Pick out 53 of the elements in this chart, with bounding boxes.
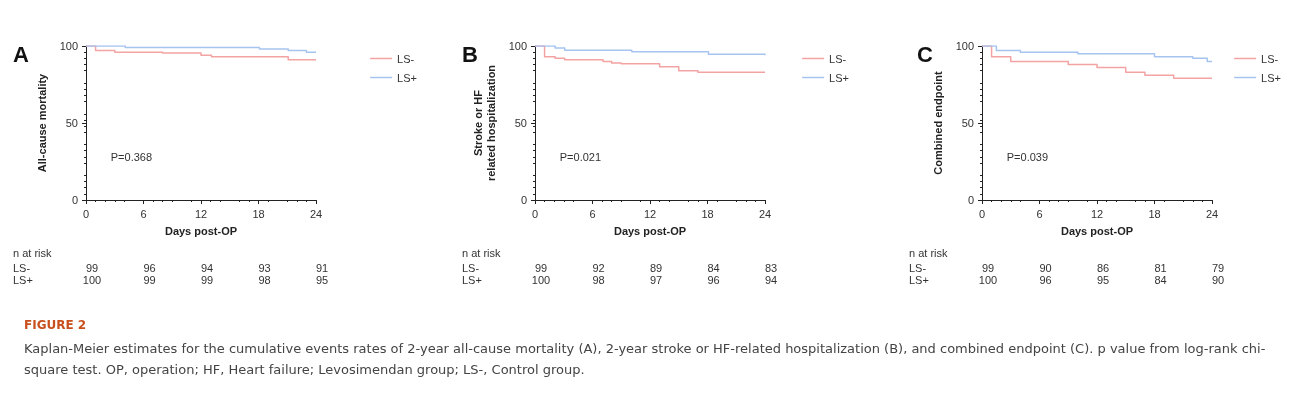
x-axis-title: Days post-OP (164, 224, 238, 237)
y-tick-label: 100 (59, 40, 78, 52)
y-axis-title: Stroke or HF related hospitalization (472, 64, 498, 182)
x-tick-label: 18 (1148, 207, 1161, 220)
text: LS- 99 96 94 93 91 (13, 262, 329, 274)
annotation: P=0.021 (559, 150, 602, 163)
x-tick-label: 24 (309, 207, 323, 220)
legend-label: LS- (829, 52, 847, 65)
y-tick-label: 100 (508, 40, 527, 52)
y-tick-label: 0 (520, 194, 527, 206)
y-tick-label: 0 (967, 194, 974, 206)
x-tick-label: 18 (701, 207, 714, 220)
text: n at risk (462, 247, 502, 259)
chart-title: A (13, 41, 29, 67)
text: LS- 99 92 89 84 83 (462, 262, 778, 274)
x-tick-label: 0 (531, 207, 539, 220)
text: LS+ 100 99 99 98 95 (13, 274, 329, 286)
x-tick-label: 6 (140, 207, 147, 220)
text: LS- 99 90 86 81 79 (909, 262, 1225, 274)
x-tick-label: 12 (194, 207, 208, 220)
x-tick-label: 12 (1090, 207, 1104, 220)
legend-label: LS+ (1261, 71, 1282, 84)
y-tick-label: 100 (955, 40, 974, 52)
y-tick-label: 50 (65, 117, 78, 129)
x-axis-title: Days post-OP (613, 224, 687, 237)
legend-label: LS- (1261, 52, 1279, 65)
chart-title: B (462, 41, 478, 67)
caption: FIGURE 2 (24, 318, 88, 332)
x-tick-label: 6 (1036, 207, 1043, 220)
y-axis-title: Combined endpoint (932, 71, 945, 175)
y-axis-title: All-cause mortality (36, 72, 49, 173)
text: LS+ 100 98 97 96 94 (462, 274, 778, 286)
x-tick-label: 12 (643, 207, 657, 220)
legend-label: LS+ (397, 71, 418, 84)
y-tick-label: 50 (961, 117, 974, 129)
legend-label: LS- (397, 52, 415, 65)
legend-label: LS+ (829, 71, 850, 84)
x-tick-label: 24 (1205, 207, 1219, 220)
text: n at risk (13, 247, 53, 259)
x-tick-label: 24 (758, 207, 772, 220)
chart-title: C (917, 41, 933, 67)
x-axis-title: Days post-OP (1060, 224, 1134, 237)
y-tick-label: 50 (514, 117, 527, 129)
annotation: P=0.039 (1006, 150, 1049, 163)
text: n at risk (909, 247, 949, 259)
text: LS+ 100 96 95 84 90 (909, 274, 1225, 286)
x-tick-label: 18 (252, 207, 265, 220)
x-tick-label: 6 (589, 207, 596, 220)
x-tick-label: 0 (82, 207, 90, 220)
annotation: P=0.368 (110, 150, 153, 163)
text: Kaplan-Meier estimates for the cumulative events rates of 2-year all-cause mortality (A), 2-year stroke or HF-related hospitalization (B), and combined endpoint (C). p value from log-rank chi-square test. OP, operation; HF, Heart failure; Levosimendan group; LS-, Control group. (24, 340, 1267, 379)
x-tick-label: 0 (978, 207, 986, 220)
y-tick-label: 0 (71, 194, 78, 206)
